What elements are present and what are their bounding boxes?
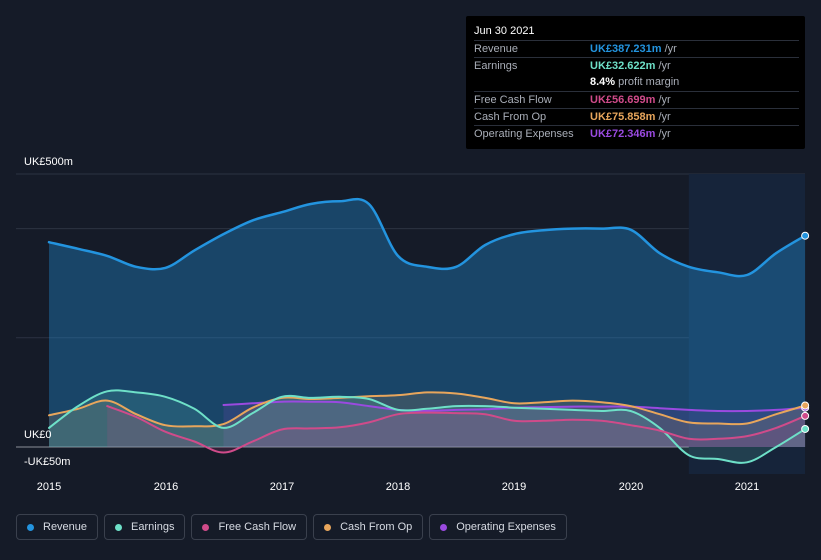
legend-dot bbox=[440, 523, 448, 531]
tooltip-value: UK£32.622m /yr bbox=[590, 60, 671, 72]
x-tick-2019: 2019 bbox=[501, 481, 527, 493]
tooltip-row-cfo: Cash From Op UK£75.858m /yr bbox=[474, 108, 799, 126]
x-tick-2015: 2015 bbox=[36, 481, 62, 493]
tooltip-value: UK£56.699m /yr bbox=[590, 94, 671, 106]
revenue-line bbox=[47, 197, 807, 278]
series-endpoints bbox=[801, 231, 810, 433]
x-tick-2020: 2020 bbox=[618, 481, 644, 493]
legend-item-free-cash-flow[interactable]: Free Cash Flow bbox=[191, 514, 308, 540]
tooltip-row-fcf: Free Cash Flow UK£56.699m /yr bbox=[474, 91, 799, 109]
grid-lines bbox=[16, 173, 805, 448]
legend-item-operating-expenses[interactable]: Operating Expenses bbox=[429, 514, 567, 540]
tooltip-label: Cash From Op bbox=[474, 111, 547, 123]
legend-dot bbox=[202, 523, 210, 531]
legend-item-earnings[interactable]: Earnings bbox=[104, 514, 186, 540]
cash-from-op-line bbox=[48, 391, 807, 428]
tooltip-label: Free Cash Flow bbox=[474, 94, 552, 106]
legend-item-revenue[interactable]: Revenue bbox=[16, 514, 99, 540]
series-areas bbox=[49, 199, 806, 463]
tooltip-value: UK£387.231m /yr bbox=[590, 43, 677, 55]
y-label-bottom: -UK£50m bbox=[24, 456, 71, 468]
x-tick-2018: 2018 bbox=[385, 481, 411, 493]
revenue-area bbox=[49, 199, 806, 447]
legend-label: Free Cash Flow bbox=[218, 521, 297, 533]
cash-from-op-endpoint bbox=[801, 401, 810, 410]
tooltip-row-earnings: Earnings UK£32.622m /yr bbox=[474, 57, 799, 75]
legend-dot bbox=[27, 523, 34, 531]
x-tick-2016: 2016 bbox=[153, 481, 179, 493]
tooltip-row-revenue: Revenue UK£387.231m /yr bbox=[474, 40, 799, 58]
tooltip-value: UK£72.346m /yr bbox=[590, 128, 671, 140]
legend-label: Earnings bbox=[131, 521, 175, 533]
legend-dot bbox=[324, 523, 332, 531]
tooltip-label: Revenue bbox=[474, 43, 519, 55]
y-label-top: UK£500m bbox=[24, 156, 73, 168]
tooltip-label: Earnings bbox=[474, 60, 518, 72]
free-cash-flow-line bbox=[106, 405, 807, 454]
legend-label: Operating Expenses bbox=[456, 521, 556, 533]
tooltip-panel: Jun 30 2021 Revenue UK£387.231m /yr Earn… bbox=[466, 16, 805, 149]
tooltip-label: Operating Expenses bbox=[474, 128, 574, 140]
legend-label: Revenue bbox=[43, 521, 88, 533]
earnings-area bbox=[49, 390, 806, 463]
tooltip-date: Jun 30 2021 bbox=[474, 25, 535, 37]
profit-margin: 8.4% profit margin bbox=[590, 76, 680, 88]
earnings-endpoint bbox=[801, 424, 810, 433]
legend-item-cash-from-op[interactable]: Cash From Op bbox=[313, 514, 424, 540]
free-cash-flow-endpoint bbox=[801, 411, 810, 420]
tooltip-value: UK£75.858m /yr bbox=[590, 111, 671, 123]
series-lines bbox=[47, 197, 807, 464]
tooltip-row-margin: 8.4% profit margin bbox=[474, 74, 799, 91]
legend-label: Cash From Op bbox=[340, 521, 413, 533]
tooltip-row-opex: Operating Expenses UK£72.346m /yr bbox=[474, 125, 799, 143]
legend: Revenue Earnings Free Cash Flow Cash Fro… bbox=[16, 514, 567, 540]
y-label-zero: UK£0 bbox=[24, 429, 52, 441]
free-cash-flow-area bbox=[107, 406, 806, 453]
operating-expenses-area bbox=[223, 401, 806, 447]
revenue-endpoint bbox=[801, 231, 810, 240]
x-tick-2021: 2021 bbox=[734, 481, 760, 493]
legend-dot bbox=[115, 523, 123, 531]
x-tick-2017: 2017 bbox=[269, 481, 295, 493]
earnings-line bbox=[48, 389, 807, 464]
